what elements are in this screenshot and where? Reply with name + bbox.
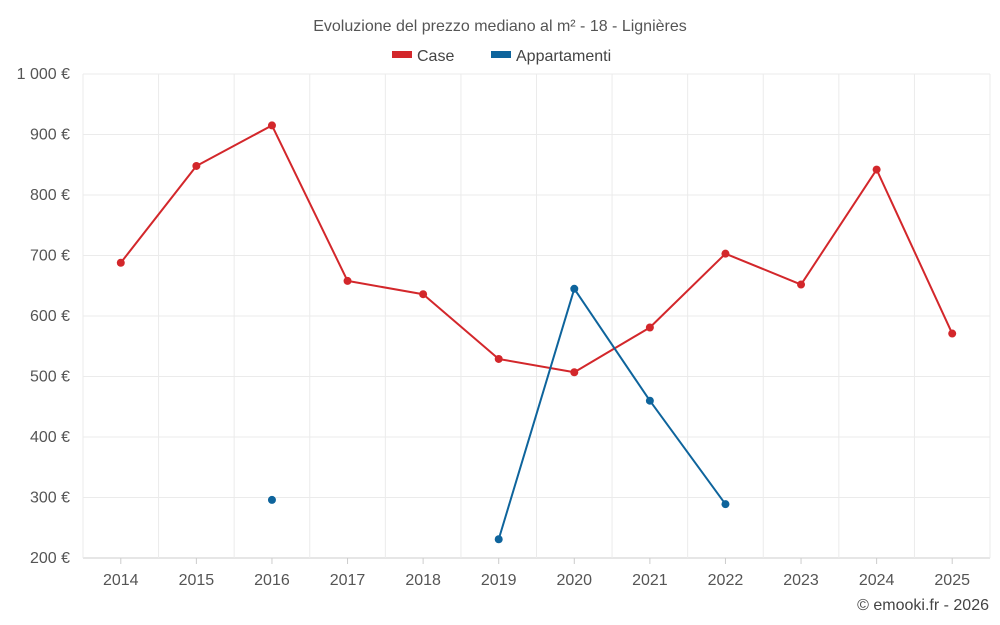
x-tick-label: 2015 [179, 572, 215, 589]
y-axis: 200 € 300 € 400 € 500 € 600 € 700 € 800 € 900 €… [17, 66, 70, 567]
credit-text: © emooki.fr - 2026 [857, 597, 989, 614]
x-tick-label: 2024 [859, 572, 895, 589]
data-point-case-2017[interactable] [343, 276, 352, 285]
legend-item-appartamenti[interactable]: Appartamenti [491, 48, 611, 65]
data-point-case-2016[interactable] [267, 121, 276, 130]
legend-label: Case [417, 48, 454, 65]
x-tick-label: 2022 [708, 572, 744, 589]
data-point-appartamenti-2019[interactable] [494, 535, 503, 544]
x-tick-label: 2016 [254, 572, 290, 589]
x-tick-label: 2023 [783, 572, 819, 589]
data-point-appartamenti-2022[interactable] [721, 500, 730, 509]
legend-item-case[interactable]: Case [392, 48, 454, 65]
x-tick-label: 2021 [632, 572, 668, 589]
data-point-case-2024[interactable] [872, 165, 881, 174]
data-point-appartamenti-2016[interactable] [267, 495, 276, 504]
data-point-case-2019[interactable] [494, 354, 503, 363]
y-tick-label: 600 € [30, 308, 70, 325]
data-point-case-2022[interactable] [721, 249, 730, 258]
series-appartamenti [267, 284, 730, 544]
y-tick-label: 900 € [30, 127, 70, 144]
data-point-case-2018[interactable] [419, 290, 428, 299]
legend-label: Appartamenti [516, 48, 611, 65]
y-tick-label: 200 € [30, 550, 70, 567]
y-tick-label: 500 € [30, 369, 70, 386]
y-tick-label: 800 € [30, 187, 70, 204]
y-tick-label: 700 € [30, 248, 70, 265]
series-layer [116, 121, 957, 544]
series-line-appartamenti [497, 287, 727, 540]
x-tick-label: 2014 [103, 572, 139, 589]
x-tick-label: 2020 [556, 572, 592, 589]
data-point-appartamenti-2020[interactable] [570, 284, 579, 293]
legend-swatch [392, 51, 412, 58]
chart-title: Evoluzione del prezzo mediano al m² - 18… [313, 18, 687, 35]
y-tick-label: 1 000 € [17, 66, 70, 83]
data-point-case-2025[interactable] [948, 329, 957, 338]
x-tick-label: 2019 [481, 572, 517, 589]
legend: Case Appartamenti [392, 48, 611, 65]
data-point-case-2020[interactable] [570, 368, 579, 377]
data-point-case-2015[interactable] [192, 161, 201, 170]
x-tick-label: 2017 [330, 572, 366, 589]
data-point-case-2021[interactable] [645, 323, 654, 332]
y-tick-label: 400 € [30, 429, 70, 446]
grid [82, 73, 991, 559]
legend-swatch [491, 51, 511, 58]
x-axis: 2014 2015 2016 2017 2018 2019 2020 2021 2022 2023… [103, 558, 970, 589]
data-point-case-2023[interactable] [797, 280, 806, 289]
x-tick-label: 2025 [934, 572, 970, 589]
data-point-appartamenti-2021[interactable] [645, 396, 654, 405]
series-case [116, 121, 957, 377]
series-line-case [120, 124, 954, 374]
data-point-case-2014[interactable] [116, 258, 125, 267]
x-tick-label: 2018 [405, 572, 441, 589]
y-tick-label: 300 € [30, 490, 70, 507]
